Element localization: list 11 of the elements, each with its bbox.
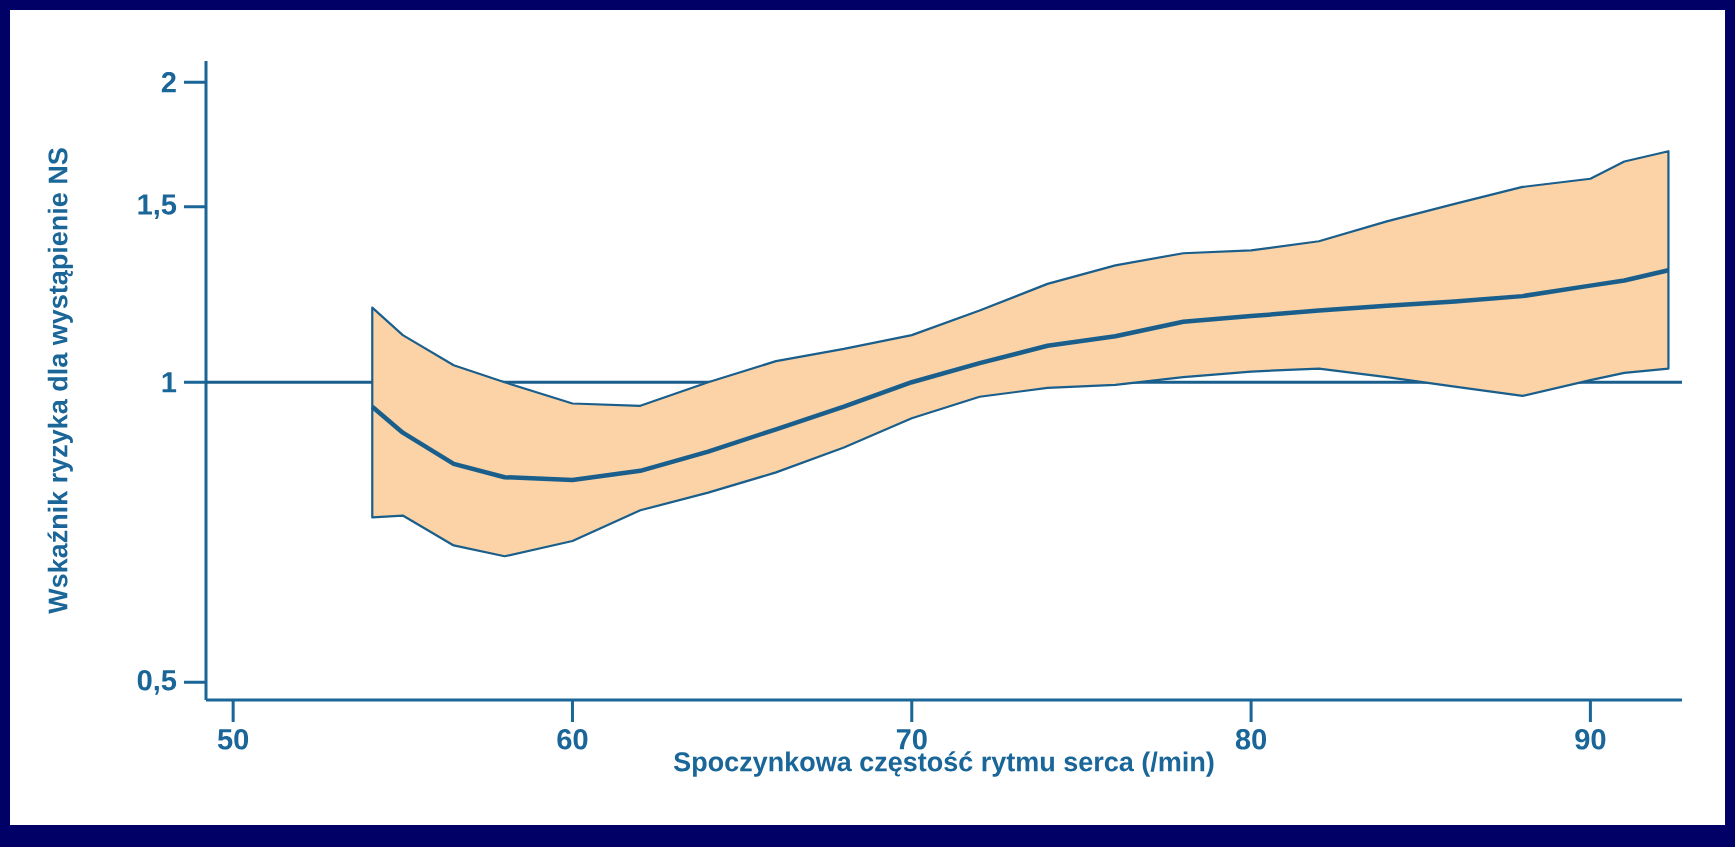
x-tick-label: 60: [557, 729, 588, 750]
y-tick-label: 1,5: [138, 194, 177, 219]
x-tick-label: 70: [896, 729, 927, 750]
x-tick-label: 90: [1575, 729, 1606, 750]
y-tick-label: 0,5: [137, 669, 177, 695]
x-tick-label: 80: [1235, 729, 1267, 750]
y-tick-label: 1: [162, 372, 177, 393]
x-axis-title: Spoczynkowa częstość rytmu serca (/min): [673, 751, 1214, 777]
x-tick-label: 50: [217, 729, 249, 750]
y-axis-title: Wskaźnik ryzyka dla wystąpienie NS: [47, 148, 73, 614]
y-tick-label: 2: [161, 72, 176, 93]
